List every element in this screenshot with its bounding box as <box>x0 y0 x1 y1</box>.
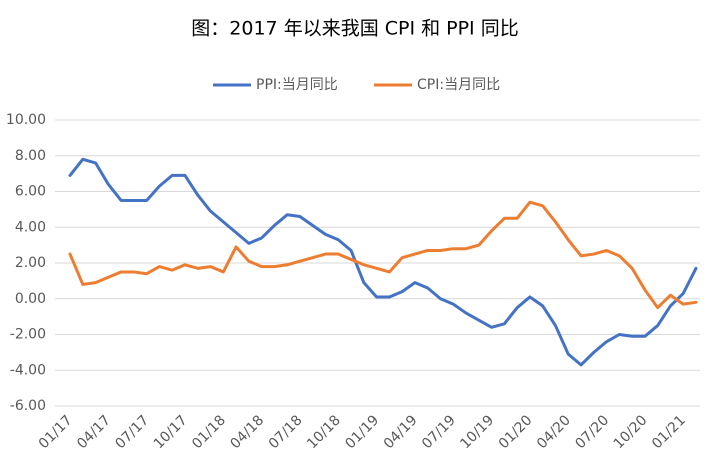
y-tick-label: 0.00 <box>15 291 46 307</box>
x-tick-label: 07/19 <box>419 412 459 452</box>
x-tick-label: 01/17 <box>36 412 76 452</box>
x-tick-label: 04/19 <box>381 412 421 452</box>
y-tick-label: 4.00 <box>15 219 46 235</box>
chart-title: 图：2017 年以来我国 CPI 和 PPI 同比 <box>191 18 518 40</box>
series-line <box>68 157 698 367</box>
x-tick-label: 07/20 <box>572 412 612 452</box>
y-tick-label: 6.00 <box>15 184 46 200</box>
x-tick-label: 04/18 <box>227 412 267 452</box>
x-tick-label: 01/20 <box>496 412 536 452</box>
y-tick-label: -4.00 <box>10 362 46 378</box>
y-tick-label: 8.00 <box>15 148 46 164</box>
x-tick-label: 01/21 <box>649 412 689 452</box>
x-tick-label: 10/18 <box>304 412 344 452</box>
x-tick-label: 07/18 <box>266 412 306 452</box>
x-tick-label: 10/19 <box>457 412 497 452</box>
legend-label: PPI:当月同比 <box>256 77 338 93</box>
x-tick-label: 01/19 <box>342 412 382 452</box>
x-tick-label: 07/17 <box>112 412 152 452</box>
x-tick-label: 04/20 <box>534 412 574 452</box>
x-tick-label: 10/17 <box>151 412 191 452</box>
x-tick-label: 10/20 <box>611 412 651 452</box>
series-line <box>68 200 698 310</box>
x-tick-label: 01/18 <box>189 412 229 452</box>
legend-label: CPI:当月同比 <box>417 77 500 93</box>
x-tick-label: 04/17 <box>74 412 114 452</box>
y-tick-label: 2.00 <box>15 255 46 271</box>
y-tick-label: 10.00 <box>6 112 46 128</box>
y-tick-label: -2.00 <box>10 327 46 343</box>
y-tick-label: -6.00 <box>10 398 46 414</box>
